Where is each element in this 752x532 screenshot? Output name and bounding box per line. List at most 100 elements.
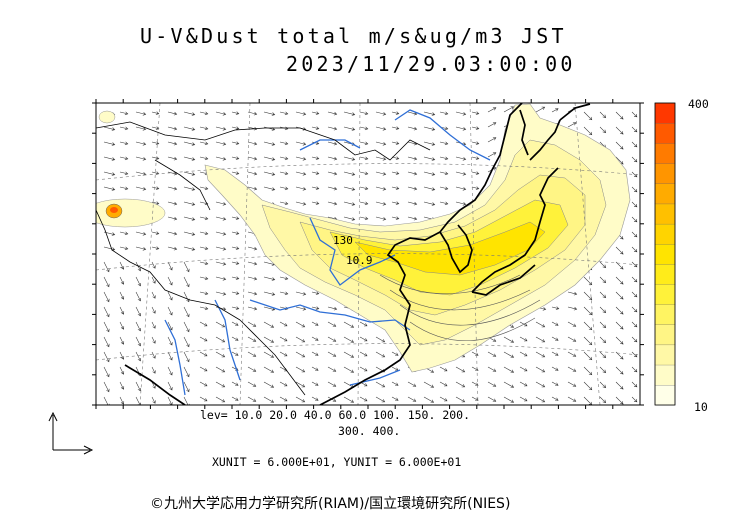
- wind-arrow: [215, 141, 227, 146]
- wind-arrow: [631, 396, 638, 403]
- wind-arrow: [599, 381, 607, 389]
- wind-arrow: [135, 291, 141, 302]
- wind-arrow: [167, 336, 173, 346]
- wind-arrow: [295, 291, 307, 296]
- wind-arrow: [215, 381, 226, 388]
- wind-arrow: [327, 381, 337, 387]
- wind-arrow: [583, 336, 593, 346]
- wind-arrow: [183, 141, 196, 146]
- wind-arrow: [151, 381, 156, 389]
- wind-arrow: [135, 246, 147, 251]
- wind-arrow: [631, 111, 638, 118]
- coastlines: [124, 103, 591, 405]
- wind-arrow: [247, 291, 258, 296]
- wind-arrow: [199, 216, 209, 221]
- wind-arrow: [263, 156, 276, 161]
- wind-arrow: [183, 156, 196, 161]
- wind-arrow: [455, 156, 467, 161]
- wind-arrow: [567, 336, 577, 342]
- wind-arrow: [343, 171, 356, 176]
- wind-arrow: [631, 276, 638, 283]
- wind-arrow: [615, 321, 624, 330]
- wind-arrow: [279, 171, 289, 176]
- contour-line: [399, 299, 541, 326]
- wind-arrow: [119, 291, 125, 300]
- river: [249, 299, 411, 331]
- wind-arrow: [231, 306, 240, 310]
- colorbar-swatch: [654, 223, 676, 245]
- wind-arrow: [423, 126, 436, 131]
- wind-arrow: [455, 381, 466, 388]
- wind-arrow: [359, 201, 369, 206]
- wind-arrow: [343, 126, 356, 131]
- reference-vector-axes-lines: [52, 415, 90, 451]
- wind-arrow: [167, 216, 178, 221]
- wind-arrow: [247, 186, 258, 191]
- wind-arrow: [551, 396, 559, 401]
- wind-arrow: [151, 156, 160, 160]
- wind-arrow: [263, 381, 275, 388]
- wind-arrow: [503, 381, 515, 388]
- wind-arrow: [407, 396, 417, 402]
- wind-arrow: [327, 201, 338, 206]
- wind-arrow: [279, 111, 289, 116]
- wind-arrow: [151, 336, 156, 344]
- river: [309, 217, 396, 286]
- wind-arrow: [311, 396, 319, 401]
- wind-arrow: [151, 291, 156, 299]
- wind-arrow: [183, 336, 190, 348]
- rivers: [164, 109, 491, 396]
- wind-arrow: [423, 111, 436, 116]
- wind-arrow: [183, 321, 190, 333]
- river: [214, 299, 241, 381]
- wind-arrow: [247, 321, 257, 327]
- wind-arrow: [567, 122, 577, 128]
- wind-arrow: [615, 126, 624, 135]
- map-title-datetime: 2023/11/29.03:00:00: [286, 52, 576, 76]
- wind-arrow: [343, 336, 355, 343]
- wind-arrow: [167, 366, 173, 376]
- wind-arrow: [375, 381, 386, 388]
- wind-arrow: [215, 201, 227, 206]
- wind-arrow: [615, 381, 624, 390]
- wind-arrow: [215, 126, 227, 131]
- wind-arrow: [199, 351, 208, 357]
- wind-arrow: [103, 141, 116, 146]
- wind-arrow: [503, 366, 515, 373]
- graticule-line: [96, 343, 640, 361]
- wind-arrow: [247, 366, 257, 372]
- wind-arrow: [183, 201, 196, 206]
- wind-arrow: [119, 231, 129, 236]
- wind-arrow: [471, 156, 480, 160]
- dust-nw-patch: [98, 110, 116, 124]
- wind-arrow: [103, 291, 110, 303]
- wind-arrow: [295, 201, 307, 206]
- wind-arrow: [295, 381, 306, 388]
- wind-arrow: [423, 156, 436, 161]
- wind-arrow: [103, 321, 110, 333]
- wind-arrow: [183, 126, 196, 131]
- graticule-line: [357, 103, 361, 405]
- wind-arrow: [471, 186, 480, 190]
- wind-arrow: [375, 186, 387, 191]
- wind-arrow: [119, 186, 129, 191]
- wind-arrow: [375, 396, 386, 403]
- wind-arrow: [391, 186, 400, 190]
- wind-arrow: [343, 201, 356, 206]
- wind-arrow: [215, 111, 227, 116]
- colorbar-min-label: 10: [694, 400, 708, 414]
- wind-arrow: [583, 321, 593, 331]
- wind-arrow: [359, 216, 369, 221]
- wind-arrow: [311, 201, 320, 205]
- wind-arrow: [151, 231, 160, 235]
- wind-arrow: [103, 261, 110, 273]
- wind-arrow: [503, 351, 515, 358]
- wind-arrow: [279, 201, 289, 206]
- wind-arrow: [135, 321, 141, 332]
- wind-arrow: [295, 306, 307, 311]
- wind-arrow: [247, 351, 257, 357]
- coastline: [471, 264, 536, 296]
- wind-arrow: [583, 306, 593, 316]
- wind-arrow: [343, 111, 356, 116]
